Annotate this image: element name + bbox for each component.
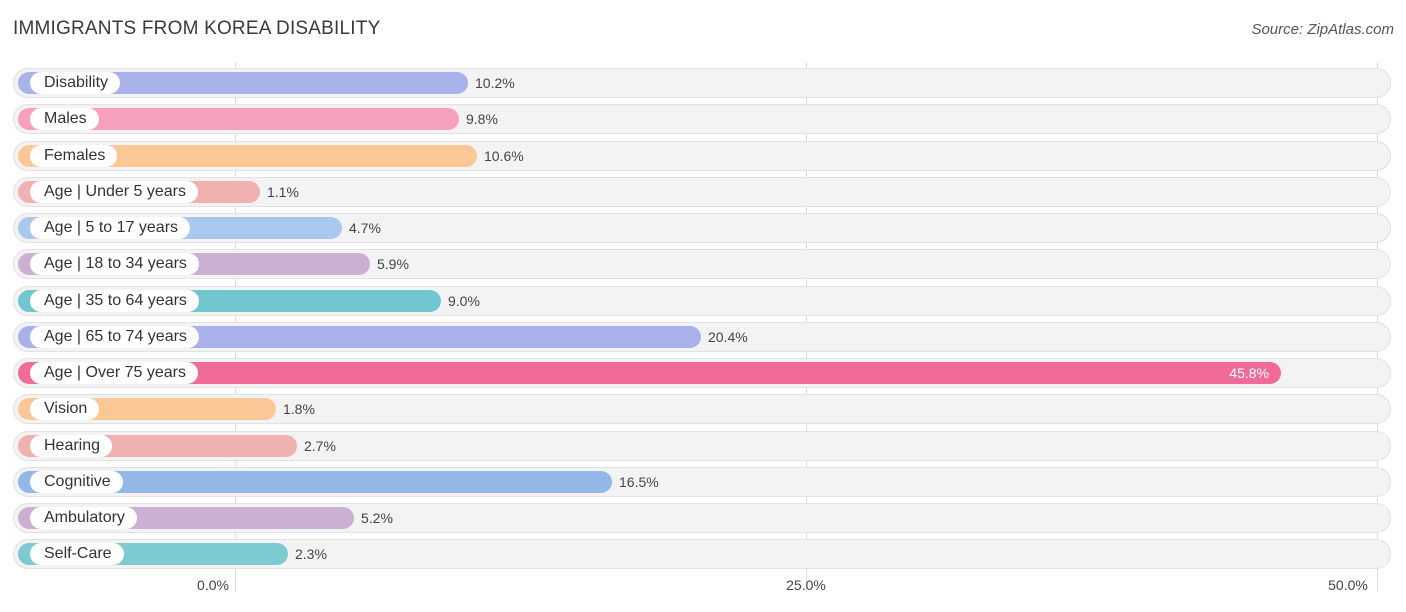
- x-tick-label: 50.0%: [1328, 577, 1368, 593]
- value-label: 5.2%: [361, 510, 393, 526]
- category-label: Age | Under 5 years: [30, 181, 199, 203]
- value-label: 2.3%: [295, 546, 327, 562]
- bar-females[interactable]: [18, 145, 477, 167]
- value-label: 2.7%: [304, 438, 336, 454]
- value-label: 1.8%: [283, 401, 315, 417]
- value-label: 1.1%: [267, 184, 299, 200]
- category-label: Cognitive: [30, 471, 123, 493]
- value-label: 10.2%: [475, 75, 515, 91]
- x-tick-label: 25.0%: [786, 577, 826, 593]
- value-label: 5.9%: [377, 256, 409, 272]
- category-label: Age | 65 to 74 years: [30, 326, 199, 348]
- category-label: Self-Care: [30, 543, 124, 565]
- category-label: Females: [30, 145, 118, 167]
- category-label: Age | 35 to 64 years: [30, 290, 199, 312]
- category-label: Ambulatory: [30, 507, 137, 529]
- value-label: 4.7%: [349, 220, 381, 236]
- category-label: Disability: [30, 72, 121, 94]
- value-label: 9.0%: [448, 293, 480, 309]
- category-label: Hearing: [30, 435, 113, 457]
- bar-age-over-75-years[interactable]: [18, 362, 1281, 384]
- value-label: 45.8%: [1229, 365, 1269, 381]
- category-label: Males: [30, 108, 99, 130]
- category-label: Age | Over 75 years: [30, 362, 198, 384]
- value-label: 20.4%: [708, 329, 748, 345]
- bar-cognitive[interactable]: [18, 471, 612, 493]
- value-label: 10.6%: [484, 148, 524, 164]
- bar-disability[interactable]: [18, 72, 468, 94]
- chart-title: Immigrants from Korea Disability: [13, 18, 381, 39]
- bar-males[interactable]: [18, 108, 459, 130]
- value-label: 9.8%: [466, 111, 498, 127]
- category-label: Age | 5 to 17 years: [30, 217, 191, 239]
- category-label: Age | 18 to 34 years: [30, 253, 199, 275]
- value-label: 16.5%: [619, 474, 659, 490]
- x-tick-label: 0.0%: [197, 577, 229, 593]
- category-label: Vision: [30, 398, 100, 420]
- source-credit: Source: ZipAtlas.com: [1251, 21, 1394, 38]
